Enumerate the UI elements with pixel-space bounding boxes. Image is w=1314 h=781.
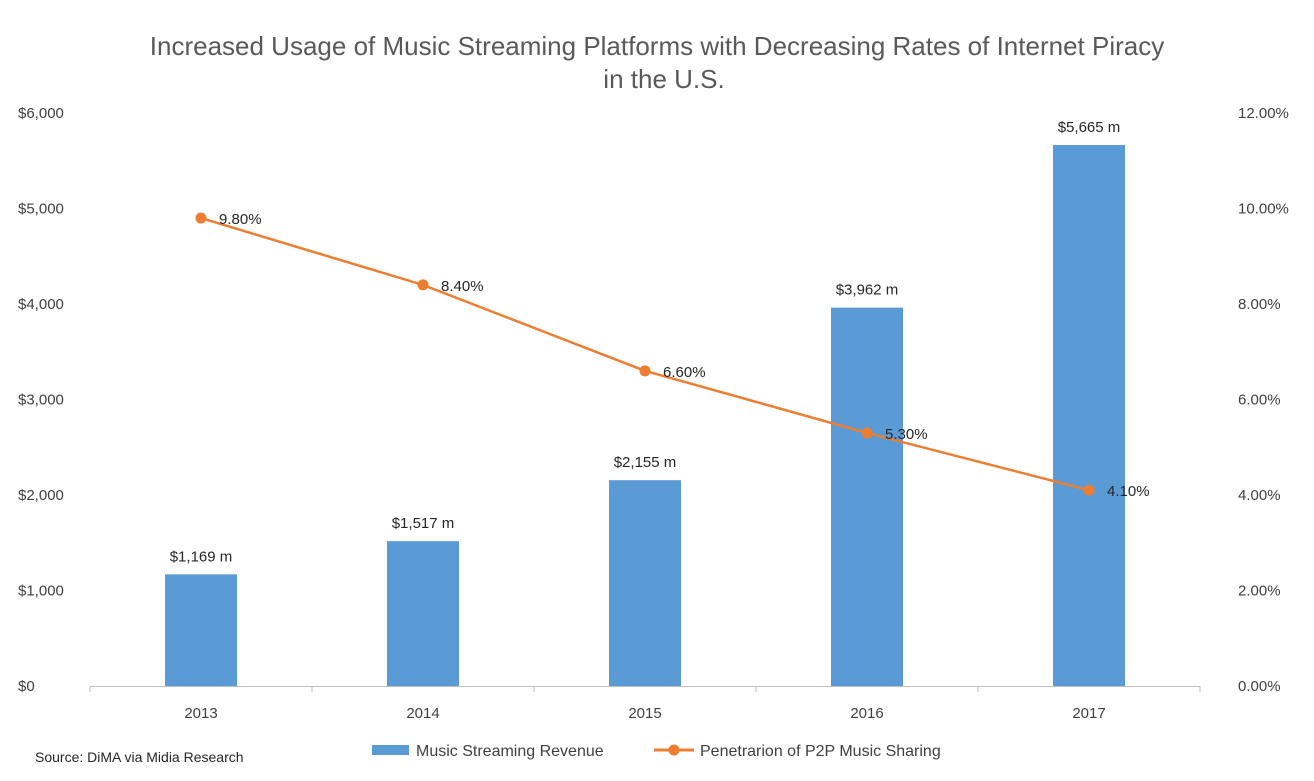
left-tick-label: $4,000	[18, 296, 64, 313]
p2p-data-labels: 9.80% 8.40% 6.60% 5.30% 4.10%	[219, 211, 1150, 500]
revenue-data-label: $3,962 m	[836, 282, 899, 299]
p2p-line-series	[195, 212, 1095, 496]
revenue-bar-2015	[609, 480, 681, 686]
left-tick-label: $1,000	[18, 583, 64, 600]
left-axis: $0 $1,000 $2,000 $3,000 $4,000 $5,000 $6,000	[18, 105, 64, 695]
right-axis: 0.00% 2.00% 4.00% 6.00% 8.00% 10.00% 12.00%	[1238, 105, 1289, 695]
p2p-data-label: 9.80%	[219, 211, 262, 228]
revenue-data-labels: $1,169 m $1,517 m $2,155 m $3,962 m $5,665 m	[170, 119, 1121, 565]
left-tick-label: $0	[18, 678, 35, 695]
p2p-data-label: 5.30%	[885, 426, 928, 443]
right-tick-label: 0.00%	[1238, 678, 1281, 695]
x-axis: 2013 2014 2015 2016 2017	[89, 686, 1201, 722]
chart-title-line-2: in the U.S.	[603, 64, 724, 94]
chart-title-line-1: Increased Usage of Music Streaming Platf…	[150, 31, 1164, 61]
source-note: Source: DiMA via Midia Research	[35, 749, 244, 765]
x-tick-label: 2016	[850, 705, 883, 722]
p2p-point-2017	[1083, 484, 1095, 496]
right-tick-label: 8.00%	[1238, 296, 1281, 313]
revenue-bar-2017	[1053, 144, 1125, 686]
x-tick-label: 2014	[406, 705, 439, 722]
revenue-data-label: $2,155 m	[614, 454, 677, 471]
left-tick-label: $6,000	[18, 105, 64, 122]
legend-bar-label: Music Streaming Revenue	[416, 743, 604, 760]
right-tick-label: 4.00%	[1238, 487, 1281, 504]
legend: Music Streaming Revenue Penetrarion of P…	[372, 743, 941, 760]
revenue-bar-2013	[165, 574, 237, 686]
right-tick-label: 12.00%	[1238, 105, 1289, 122]
p2p-point-2014	[417, 279, 429, 291]
left-tick-label: $5,000	[18, 201, 64, 218]
legend-line-marker	[668, 744, 680, 756]
right-tick-label: 10.00%	[1238, 201, 1289, 218]
p2p-point-2013	[195, 212, 207, 224]
revenue-bar-2016	[831, 307, 903, 686]
revenue-data-label: $5,665 m	[1058, 119, 1121, 136]
legend-bar-swatch	[372, 745, 409, 755]
x-tick-label: 2013	[184, 705, 217, 722]
legend-line-label: Penetrarion of P2P Music Sharing	[700, 743, 941, 760]
revenue-data-label: $1,517 m	[392, 515, 455, 532]
left-tick-label: $3,000	[18, 392, 64, 409]
right-tick-label: 6.00%	[1238, 392, 1281, 409]
p2p-line	[200, 216, 1090, 492]
p2p-data-label: 4.10%	[1107, 483, 1150, 500]
p2p-point-2015	[639, 365, 651, 377]
right-tick-label: 2.00%	[1238, 583, 1281, 600]
left-tick-label: $2,000	[18, 487, 64, 504]
revenue-data-label: $1,169 m	[170, 548, 233, 565]
revenue-bars	[165, 144, 1125, 686]
p2p-point-2016	[861, 427, 873, 439]
x-tick-label: 2015	[628, 705, 661, 722]
p2p-data-label: 8.40%	[441, 278, 484, 295]
x-tick-label: 2017	[1072, 705, 1105, 722]
p2p-data-label: 6.60%	[663, 364, 706, 381]
revenue-bar-2014	[387, 541, 459, 686]
chart-title: Increased Usage of Music Streaming Platf…	[150, 31, 1164, 94]
